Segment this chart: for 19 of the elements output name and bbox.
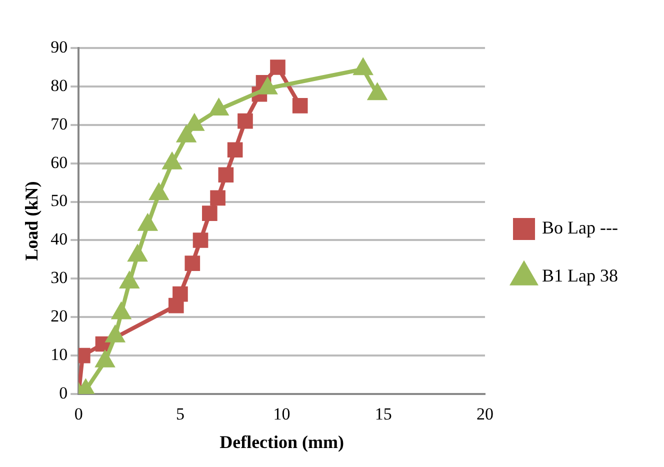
x-axis-title: Deflection (mm) (220, 432, 344, 452)
x-tick-label: 10 (273, 404, 290, 424)
y-tick-label: 0 (59, 383, 68, 402)
x-tick-label: 0 (74, 404, 83, 424)
y-axis-title: Load (kN) (21, 181, 42, 261)
legend-label: Bo Lap --- (542, 218, 618, 238)
y-tick-label: 70 (50, 114, 68, 134)
y-tick-label: 90 (50, 37, 68, 56)
y-tick-label: 50 (50, 191, 68, 210)
x-tick-label: 5 (176, 404, 184, 424)
y-tick-label: 60 (50, 152, 68, 172)
x-tick-label: 20 (476, 404, 494, 424)
y-tick-label: 80 (50, 76, 68, 95)
y-tick-label: 30 (50, 268, 68, 288)
y-tick-label: 20 (50, 306, 68, 326)
x-tick-label: 15 (374, 404, 392, 424)
legend-label: B1 Lap 38 (542, 266, 618, 286)
y-tick-label: 40 (50, 230, 68, 249)
y-tick-label: 10 (50, 345, 68, 364)
